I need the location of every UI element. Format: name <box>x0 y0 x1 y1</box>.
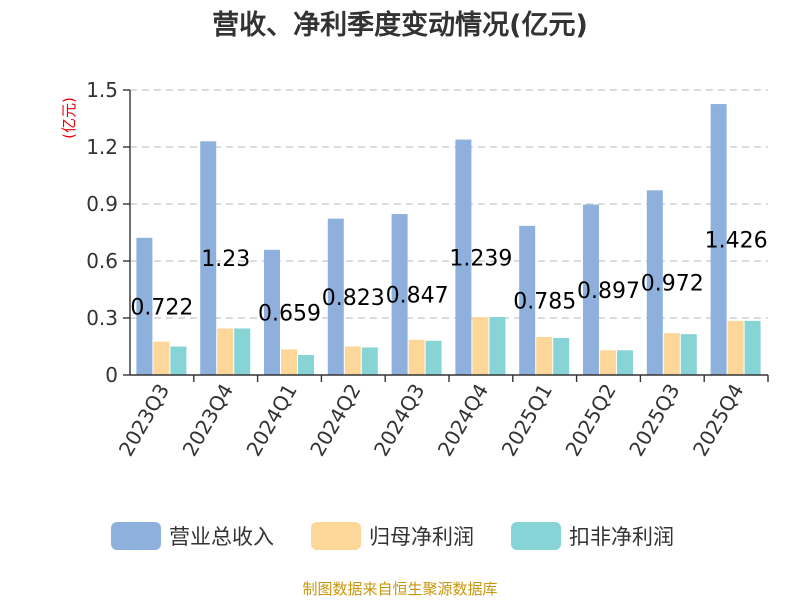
legend-label: 营业总收入 <box>169 525 274 549</box>
bar-2025Q1-s2 <box>553 337 570 375</box>
chart-title: 营收、净利季度变动情况(亿元) <box>212 9 588 41</box>
bar-2024Q2-s1 <box>344 346 361 375</box>
x-tick-label: 2024Q2 <box>305 380 365 461</box>
x-tick-label: 2025Q1 <box>497 380 557 461</box>
bar-2023Q3-s2 <box>170 346 187 375</box>
y-axis-unit-label: (亿元) <box>60 97 78 139</box>
bar-2025Q4-s2 <box>744 320 761 375</box>
x-tick-label: 2024Q1 <box>241 380 301 461</box>
x-tick-label: 2025Q2 <box>560 380 620 461</box>
bar-2024Q3-s1 <box>408 339 425 375</box>
y-tick-label: 1.2 <box>86 135 118 159</box>
legend-swatch <box>111 522 161 550</box>
data-label: 0.972 <box>641 272 704 297</box>
bar-2025Q1-s1 <box>536 337 553 375</box>
bar-2025Q1-s0 <box>519 225 536 375</box>
data-label: 0.847 <box>386 284 449 309</box>
bar-2024Q4-s1 <box>472 317 489 375</box>
bar-2025Q3-s1 <box>663 333 680 375</box>
y-axis-ticks: 0 0.3 0.6 0.9 1.2 1.5 <box>86 78 118 387</box>
bar-2025Q3-s2 <box>680 334 697 375</box>
bar-2023Q3-s1 <box>153 341 170 375</box>
bar-2024Q3-s0 <box>391 214 408 375</box>
source-note: 制图数据来自恒生聚源数据库 <box>302 580 497 598</box>
bar-2023Q4-s1 <box>217 328 234 375</box>
bar-2025Q2-s0 <box>583 204 599 375</box>
y-tick-label: 0 <box>105 363 118 387</box>
bar-2025Q2-s1 <box>600 350 616 375</box>
data-label: 1.23 <box>201 247 250 272</box>
x-axis-ticks: 2023Q3 2023Q4 2024Q1 2024Q2 2024Q3 2024Q4 2025… <box>114 380 749 461</box>
bar-2024Q1-s1 <box>281 349 297 375</box>
data-label: 0.897 <box>577 279 640 304</box>
bars <box>136 104 761 375</box>
data-label: 0.722 <box>130 295 193 320</box>
bar-2024Q1-s2 <box>298 355 314 375</box>
bar-2024Q2-s0 <box>327 218 344 375</box>
bar-2023Q3-s0 <box>136 237 153 375</box>
axes <box>123 89 769 382</box>
bar-2025Q4-s0 <box>710 104 727 375</box>
x-tick-label: 2023Q4 <box>178 380 238 461</box>
bar-2024Q2-s2 <box>361 347 378 375</box>
bar-2024Q4-s2 <box>489 317 506 375</box>
bar-2025Q4-s1 <box>727 320 744 375</box>
y-tick-label: 0.9 <box>86 192 118 216</box>
legend-label: 扣非净利润 <box>569 525 674 549</box>
legend-swatch <box>311 522 361 550</box>
bar-2025Q3-s0 <box>646 190 663 375</box>
x-tick-label: 2024Q3 <box>369 380 429 461</box>
y-tick-label: 0.6 <box>86 249 118 273</box>
x-tick-label: 2025Q4 <box>688 380 748 461</box>
y-tick-label: 1.5 <box>86 78 118 102</box>
y-tick-label: 0.3 <box>86 306 118 330</box>
bar-2024Q3-s2 <box>425 340 442 375</box>
legend: 营业总收入 归母净利润 扣非净利润 <box>111 522 674 550</box>
legend-swatch <box>511 522 561 550</box>
data-label: 0.823 <box>322 286 385 311</box>
data-label: 0.785 <box>513 289 576 314</box>
bar-2023Q4-s2 <box>234 328 251 375</box>
data-label: 1.239 <box>449 246 512 271</box>
x-tick-label: 2023Q3 <box>114 380 174 461</box>
legend-label: 归母净利润 <box>369 525 474 549</box>
bar-2025Q2-s2 <box>617 350 633 375</box>
x-tick-label: 2024Q4 <box>433 380 493 461</box>
bar-2024Q1-s0 <box>264 249 280 375</box>
data-label: 0.659 <box>258 301 321 326</box>
x-tick-label: 2025Q3 <box>624 380 684 461</box>
bar-2024Q4-s0 <box>455 139 472 375</box>
bar-2023Q4-s0 <box>200 141 217 375</box>
data-label: 1.426 <box>705 229 768 254</box>
